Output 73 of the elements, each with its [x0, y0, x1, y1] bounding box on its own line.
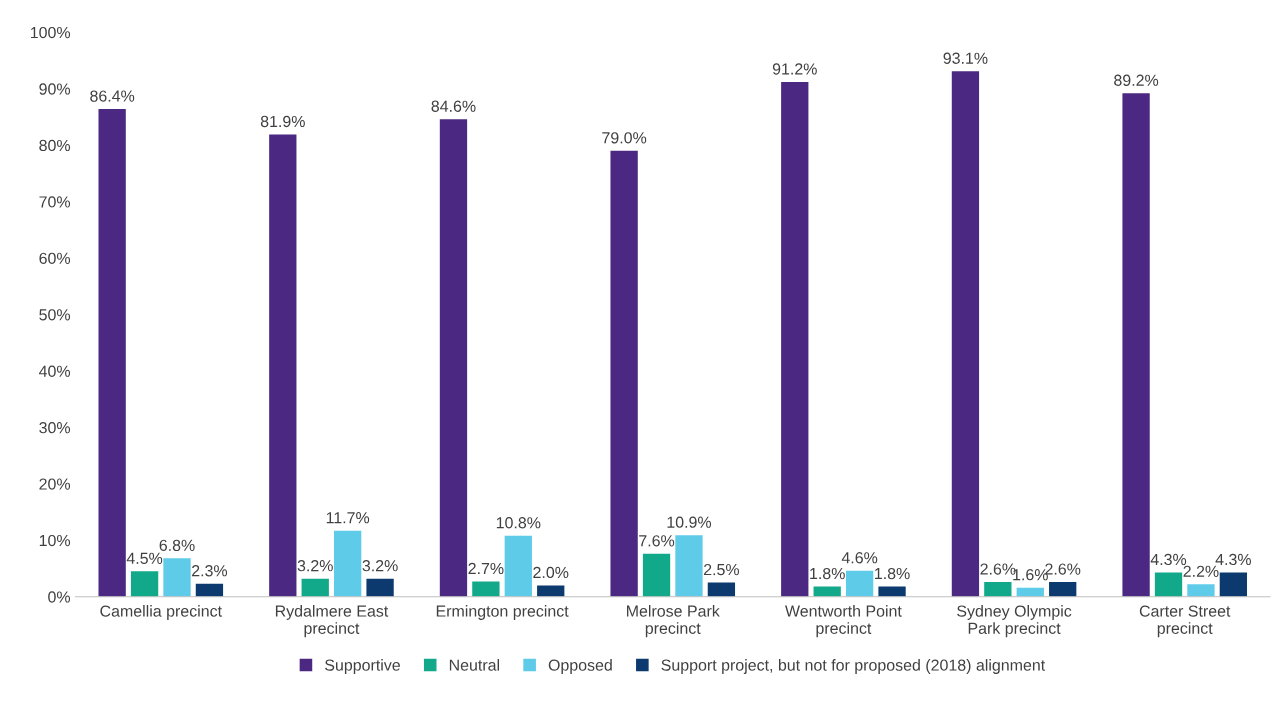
bar [163, 558, 191, 597]
bar [1219, 572, 1248, 597]
data-label: 3.2% [362, 560, 398, 572]
x-tick-label: Rydalmere East precinct [275, 605, 389, 638]
data-label: 7.6% [639, 535, 675, 547]
bar [366, 578, 394, 597]
data-label: 79.0% [602, 132, 647, 144]
bar [537, 585, 565, 597]
bar [642, 553, 671, 597]
bar [707, 582, 736, 597]
data-label: 10.8% [496, 517, 541, 529]
y-tick-label: 70% [39, 196, 71, 208]
y-tick-label: 40% [39, 365, 71, 377]
x-tick-label: Camellia precinct [100, 605, 222, 620]
bar [675, 535, 703, 597]
bar [269, 134, 297, 597]
y-tick-label: 100% [30, 26, 71, 39]
y-tick-label: 60% [39, 252, 71, 264]
legend-label: Opposed [548, 659, 612, 674]
data-label: 2.2% [1183, 565, 1219, 577]
data-label: 2.5% [703, 563, 740, 576]
bar [504, 535, 532, 597]
data-label: 89.2% [1114, 74, 1159, 86]
bar [472, 581, 500, 597]
y-tick-label: 10% [39, 534, 71, 547]
data-label: 1.8% [810, 567, 845, 580]
bar [1049, 582, 1077, 597]
x-tick-label: Ermington precinct [436, 605, 569, 620]
data-label: 6.8% [159, 539, 195, 551]
y-tick-label: 80% [39, 139, 71, 152]
y-tick-label: 0% [48, 591, 71, 603]
data-label: 10.9% [667, 516, 712, 528]
data-label: 11.7% [326, 512, 370, 524]
data-label: 91.2% [772, 63, 817, 75]
bar [98, 109, 126, 597]
y-tick-label: 20% [39, 478, 71, 490]
x-tick-label: Sydney Olympic Park precinct [957, 605, 1072, 638]
data-label: 81.9% [260, 115, 305, 128]
data-label: 4.3% [1215, 553, 1251, 566]
y-tick-label: 50% [39, 309, 71, 321]
data-label: 86.4% [90, 90, 135, 102]
bar [984, 582, 1012, 597]
x-tick-label: Wentworth Point precinct [785, 605, 902, 638]
data-label: 2.7% [468, 562, 504, 575]
data-label: 4.3% [1150, 553, 1187, 566]
data-label: 1.8% [875, 567, 910, 580]
data-label: 4.5% [126, 552, 163, 564]
data-label: 3.2% [297, 560, 333, 572]
bar [951, 71, 980, 597]
y-tick-label: 90% [39, 83, 71, 95]
x-tick-label: Melrose Park precinct [627, 605, 720, 638]
data-label: 84.6% [431, 100, 476, 112]
bar [439, 119, 468, 597]
legend-label: Neutral [449, 659, 500, 671]
bar [1154, 572, 1183, 597]
data-label: 4.6% [841, 552, 878, 564]
bar [781, 81, 809, 597]
bar [195, 583, 224, 597]
bar [130, 571, 159, 597]
data-label: 93.1% [943, 52, 988, 64]
legend-label: Supportive [325, 659, 400, 674]
legend-label: Support project, but not for proposed (2018) alignment [661, 659, 1046, 674]
bar [878, 586, 906, 597]
bar [334, 530, 362, 597]
bar [845, 570, 874, 597]
y-tick-label: 30% [39, 422, 71, 434]
data-label: 2.3% [192, 565, 228, 577]
x-tick-label: Carter Street precinct [1139, 605, 1231, 638]
bar [610, 150, 638, 597]
data-label: 2.0% [533, 566, 569, 579]
bar [301, 578, 329, 597]
bar [1122, 93, 1150, 597]
bar [1187, 584, 1215, 597]
